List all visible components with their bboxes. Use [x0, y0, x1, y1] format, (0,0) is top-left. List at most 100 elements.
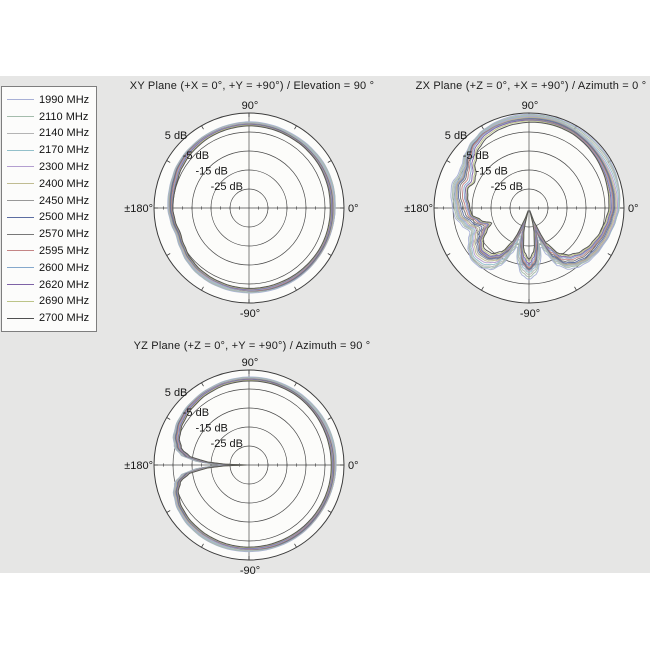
angle-label-0: 0°: [628, 203, 639, 215]
legend-item-label: 2110 MHz: [39, 110, 89, 123]
legend-item: 2690 MHz: [2, 295, 96, 307]
db-tick-label: -5 dB: [183, 150, 209, 162]
legend-line-swatch: [7, 216, 34, 218]
angle-label-180: ±180°: [124, 203, 153, 215]
legend-item-label: 2450 MHz: [39, 194, 90, 207]
angle-tick: [481, 125, 484, 130]
angle-tick: [294, 543, 297, 548]
legend-item-label: 2600 MHz: [39, 261, 90, 274]
series-curve-1990-mhz: [450, 113, 621, 281]
legend-line-swatch: [7, 183, 34, 185]
legend-item: 2110 MHz: [2, 111, 96, 123]
series-curve-2570-mhz: [459, 118, 614, 270]
legend-item-label: 2140 MHz: [39, 127, 90, 140]
series-curve-2500-mhz: [457, 118, 615, 271]
legend-line-swatch: [7, 166, 34, 168]
legend-item-label: 2400 MHz: [39, 177, 90, 190]
polar-chart: 5 dB -5 dB -15 dB -25 dB 90° 0° -90° ±180°: [404, 100, 638, 320]
db-tick-label: -15 dB: [475, 166, 507, 178]
db-tick-label: -15 dB: [195, 423, 227, 435]
legend-item: 2140 MHz: [2, 127, 96, 139]
legend-item-label: 2500 MHz: [39, 211, 90, 224]
angle-tick: [446, 160, 451, 163]
angle-label-0: 0°: [348, 460, 359, 472]
db-tick-label: -15 dB: [195, 166, 227, 178]
angle-label-90: 90°: [242, 357, 259, 369]
series-curve-2140-mhz: [453, 115, 620, 276]
series-curve-2700-mhz: [467, 121, 610, 260]
legend-item: 2450 MHz: [2, 195, 96, 207]
angle-tick: [201, 382, 204, 387]
legend-line-swatch: [7, 300, 34, 302]
angle-label-180: ±180°: [404, 203, 433, 215]
angle-tick: [201, 125, 204, 130]
angle-tick: [294, 125, 297, 130]
legend-item: 2600 MHz: [2, 262, 96, 274]
legend-line-swatch: [7, 132, 34, 134]
legend-item: 2170 MHz: [2, 144, 96, 156]
legend-line-swatch: [7, 149, 34, 151]
angle-tick: [327, 253, 332, 256]
legend-item-label: 1990 MHz: [39, 93, 90, 106]
angle-tick: [166, 160, 171, 163]
angle-label-minus90: -90°: [240, 565, 260, 577]
angle-label-0: 0°: [348, 203, 359, 215]
legend-item-label: 2690 MHz: [39, 295, 90, 308]
series-curve-2700-mhz: [177, 380, 332, 548]
angle-tick: [166, 253, 171, 256]
db-tick-label: -25 dB: [491, 181, 523, 193]
angle-tick: [294, 382, 297, 387]
legend-item-label: 2595 MHz: [39, 244, 90, 257]
db-tick-label: -25 dB: [211, 438, 243, 450]
legend-item-label: 2170 MHz: [39, 144, 90, 157]
legend-item-label: 2620 MHz: [39, 278, 90, 291]
polar-chart: 5 dB -5 dB -15 dB -25 dB 90° 0° -90° ±180°: [124, 100, 358, 320]
angle-tick: [446, 253, 451, 256]
series-curve-2110-mhz: [451, 114, 621, 278]
legend-item: 2570 MHz: [2, 228, 96, 240]
legend-line-swatch: [7, 284, 34, 286]
legend-item: 1990 MHz: [2, 94, 96, 106]
legend-item: 2595 MHz: [2, 245, 96, 257]
legend-line-swatch: [7, 250, 34, 252]
angle-label-minus90: -90°: [240, 308, 260, 320]
legend-line-swatch: [7, 317, 34, 319]
frequency-legend: 1990 MHz 2110 MHz 2140 MHz 2170 MHz 2300 MHz…: [1, 86, 97, 332]
db-tick-label: 5 dB: [445, 130, 468, 142]
legend-line-swatch: [7, 116, 34, 118]
angle-tick: [166, 417, 171, 420]
xy-plot-title: XY Plane (+X = 0°, +Y = +90°) / Elevatio…: [129, 80, 375, 92]
yz-plot-title: YZ Plane (+Z = 0°, +Y = +90°) / Azimuth …: [133, 340, 371, 352]
angle-tick: [166, 510, 171, 513]
angle-tick: [327, 510, 332, 513]
angle-tick: [201, 543, 204, 548]
db-tick-label: -5 dB: [183, 407, 209, 419]
legend-item-label: 2300 MHz: [39, 160, 90, 173]
polar-chart: 5 dB -5 dB -15 dB -25 dB 90° 0° -90° ±180°: [124, 357, 358, 577]
angle-tick: [574, 286, 577, 291]
angle-tick: [294, 286, 297, 291]
legend-line-swatch: [7, 99, 34, 101]
legend-item: 2620 MHz: [2, 279, 96, 291]
angle-tick: [607, 253, 612, 256]
zx-plot-title: ZX Plane (+Z = 0°, +X = +90°) / Azimuth …: [415, 80, 647, 92]
angle-tick: [327, 160, 332, 163]
angle-label-90: 90°: [242, 100, 259, 112]
series-curve-2700-mhz: [172, 125, 331, 289]
db-tick-label: 5 dB: [165, 130, 188, 142]
angle-label-180: ±180°: [124, 460, 153, 472]
db-tick-label: -25 dB: [211, 181, 243, 193]
angle-tick: [481, 286, 484, 291]
legend-line-swatch: [7, 233, 34, 235]
db-tick-label: -5 dB: [463, 150, 489, 162]
legend-item-label: 2700 MHz: [39, 312, 90, 325]
db-tick-label: 5 dB: [165, 387, 188, 399]
legend-line-swatch: [7, 267, 34, 269]
legend-item-label: 2570 MHz: [39, 228, 90, 241]
legend-item: 2300 MHz: [2, 161, 96, 173]
legend-item: 2400 MHz: [2, 178, 96, 190]
legend-item: 2500 MHz: [2, 211, 96, 223]
angle-tick: [327, 417, 332, 420]
